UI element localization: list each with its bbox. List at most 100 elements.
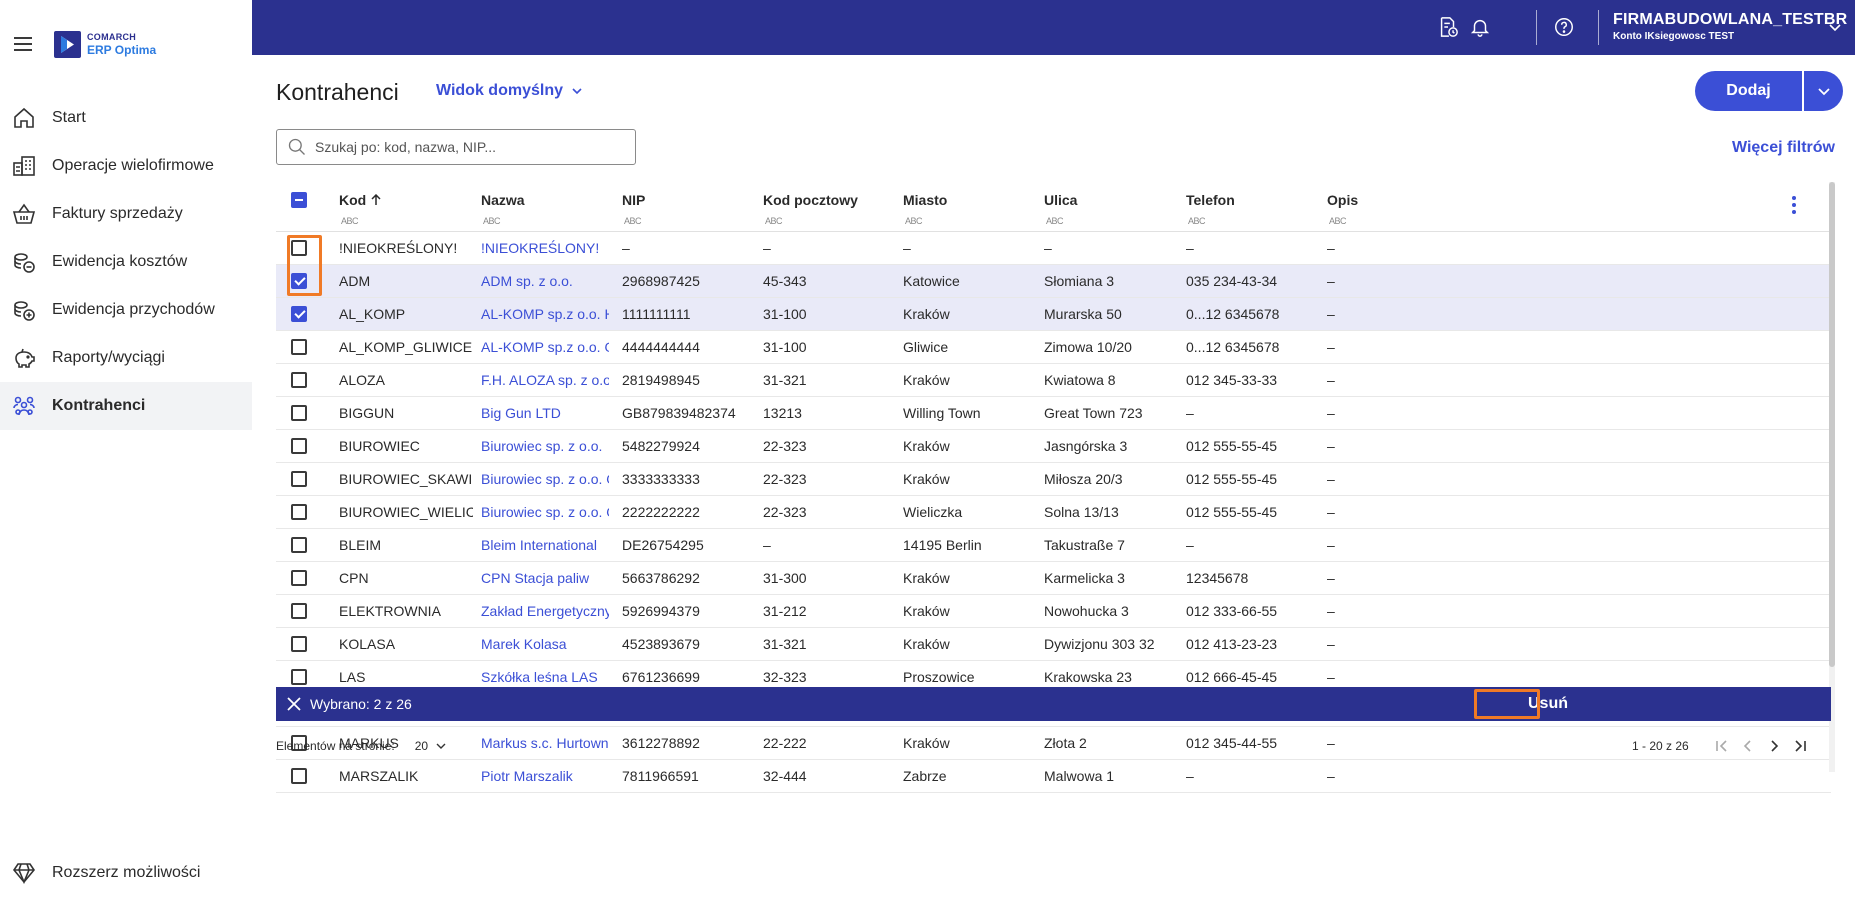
table-row[interactable]: BIUROWIEC_WIELICZKA Biurowiec sp. z o.o. … (276, 496, 1831, 529)
row-checkbox[interactable] (291, 735, 307, 751)
cell-nazwa[interactable]: ADM sp. z o.o. (481, 273, 573, 289)
column-filter-hint[interactable]: ABC (765, 216, 783, 226)
row-checkbox[interactable] (291, 636, 307, 652)
menu-icon[interactable] (14, 37, 32, 51)
column-filter-hint[interactable]: ABC (1188, 216, 1206, 226)
table-row[interactable]: AL_KOMP AL-KOMP sp.z o.o. Hurtownia 111111… (276, 298, 1831, 331)
app-logo[interactable]: COMARCH ERP Optima (54, 30, 156, 58)
row-checkbox[interactable] (291, 339, 307, 355)
table-row[interactable]: BIUROWIEC_SKAWINA Biurowiec sp. z o.o. Od… (276, 463, 1831, 496)
cell-nazwa[interactable]: Big Gun LTD (481, 405, 561, 421)
column-header-opis[interactable]: Opis (1327, 192, 1359, 208)
table-row[interactable]: BIUROWIEC Biurowiec sp. z o.o. 5482279924 2… (276, 430, 1831, 463)
more-filters-link[interactable]: Więcej filtrów (1732, 139, 1835, 156)
row-checkbox[interactable] (291, 768, 307, 784)
column-header-telefon[interactable]: Telefon (1186, 192, 1235, 208)
table-row[interactable]: MARSZALIK Piotr Marszalik 7811966591 32-444… (276, 760, 1831, 793)
cell-nazwa[interactable]: !NIEOKREŚLONY! (481, 240, 600, 256)
sidebar-item-kontrahenci[interactable]: Kontrahenci (0, 382, 252, 430)
help-icon[interactable] (1550, 13, 1578, 41)
sidebar-item-start[interactable]: Start (0, 94, 252, 142)
table-row[interactable]: KOLASA Marek Kolasa 4523893679 31-321 Kraków… (276, 628, 1831, 661)
column-header-ulica[interactable]: Ulica (1044, 192, 1078, 208)
column-filter-hint[interactable]: ABC (1046, 216, 1064, 226)
column-filter-hint[interactable]: ABC (1329, 216, 1347, 226)
cell-nazwa[interactable]: Piotr Marszalik (481, 768, 573, 784)
row-checkbox[interactable] (291, 405, 307, 421)
cell-nazwa[interactable]: Markus s.c. Hurtownia napojów (481, 735, 609, 751)
column-header-miasto[interactable]: Miasto (903, 192, 948, 208)
table-row[interactable]: BIGGUN Big Gun LTD GB879839482374 13213 Will… (276, 397, 1831, 430)
chevron-down-icon[interactable] (1828, 20, 1842, 34)
company-switcher[interactable]: FIRMABUDOWLANA_TESTBR Konto IKsiegowosc … (1613, 11, 1847, 42)
last-page-icon[interactable] (1787, 736, 1813, 756)
scrollbar-thumb[interactable] (1829, 182, 1835, 667)
select-all-checkbox[interactable] (291, 192, 307, 208)
row-checkbox[interactable] (291, 570, 307, 586)
sidebar-item-przychody[interactable]: Ewidencja przychodów (0, 286, 252, 334)
row-checkbox[interactable] (291, 438, 307, 454)
sidebar-item-rozszerz[interactable]: Rozszerz możliwości (0, 849, 252, 897)
table-row[interactable]: MARKUS Markus s.c. Hurtownia napojów 36122… (276, 727, 1831, 760)
cell-nazwa[interactable]: Zakład Energetyczny o. Kraków (481, 603, 609, 619)
chevron-down-icon (436, 743, 446, 749)
column-filter-hint[interactable]: ABC (624, 216, 642, 226)
cell-nazwa[interactable]: Biurowiec sp. z o.o. (481, 438, 603, 454)
cell-nazwa[interactable]: Biurowiec sp. z o.o. Oddział (481, 471, 609, 487)
column-filter-hint[interactable]: ABC (905, 216, 923, 226)
bell-icon[interactable] (1466, 13, 1494, 41)
table-row[interactable]: CPN CPN Stacja paliw 5663786292 31-300 Krakó… (276, 562, 1831, 595)
search-input[interactable] (315, 139, 615, 155)
cell-telefon: 0...12 6345678 (1186, 339, 1280, 355)
table-row[interactable]: ADM ADM sp. z o.o. 2968987425 45-343 Katowic… (276, 265, 1831, 298)
cell-nazwa[interactable]: CPN Stacja paliw (481, 570, 590, 586)
row-checkbox[interactable] (291, 504, 307, 520)
row-checkbox[interactable] (291, 273, 307, 289)
basket-icon (12, 203, 36, 224)
cell-nazwa[interactable]: AL-KOMP sp.z o.o. Hurtownia (481, 306, 609, 322)
close-icon[interactable] (287, 697, 301, 711)
cell-nazwa[interactable]: Biurowiec sp. z o.o. Oddział (481, 504, 609, 520)
row-checkbox[interactable] (291, 669, 307, 685)
next-page-icon[interactable] (1761, 736, 1787, 756)
add-button[interactable]: Dodaj (1695, 71, 1802, 111)
cell-nip: 4444444444 (622, 339, 700, 355)
sidebar-item-koszty[interactable]: Ewidencja kosztów (0, 238, 252, 286)
document-clock-icon[interactable] (1434, 13, 1462, 41)
page-size-select[interactable]: 20 (415, 739, 446, 753)
row-checkbox[interactable] (291, 240, 307, 256)
row-checkbox[interactable] (291, 306, 307, 322)
more-options-icon[interactable] (1791, 195, 1797, 215)
cell-nazwa[interactable]: Marek Kolasa (481, 636, 567, 652)
cell-nazwa[interactable]: F.H. ALOZA sp. z o.o. (481, 372, 609, 388)
page-size-value: 20 (414, 739, 429, 753)
sidebar-item-raporty[interactable]: Raporty/wyciągi (0, 334, 252, 382)
column-filter-hint[interactable]: ABC (483, 216, 501, 226)
delete-button[interactable]: Usuń (1528, 695, 1568, 712)
row-checkbox[interactable] (291, 537, 307, 553)
table-row[interactable]: !NIEOKREŚLONY! !NIEOKREŚLONY! – – – – – – (276, 232, 1831, 265)
table-row[interactable]: ELEKTROWNIA Zakład Energetyczny o. Kraków… (276, 595, 1831, 628)
prev-page-icon[interactable] (1735, 736, 1761, 756)
row-checkbox[interactable] (291, 372, 307, 388)
add-options-button[interactable] (1803, 71, 1843, 111)
view-selector[interactable]: Widok domyślny (436, 82, 583, 100)
cell-nazwa[interactable]: AL-KOMP sp.z o.o. Oddział (481, 339, 609, 355)
row-checkbox[interactable] (291, 471, 307, 487)
column-header-kod-pocztowy[interactable]: Kod pocztowy (763, 192, 858, 208)
table-row[interactable]: BLEIM Bleim International DE26754295 – 14195… (276, 529, 1831, 562)
row-checkbox[interactable] (291, 603, 307, 619)
column-header-nip[interactable]: NIP (622, 192, 646, 208)
table-scrollbar[interactable] (1829, 182, 1835, 772)
sidebar-topbar: COMARCH ERP Optima (0, 0, 252, 88)
table-row[interactable]: ALOZA F.H. ALOZA sp. z o.o. 2819498945 31-3… (276, 364, 1831, 397)
column-header-kod[interactable]: Kod (339, 192, 382, 208)
sidebar-item-operacje[interactable]: Operacje wielofirmowe (0, 142, 252, 190)
column-filter-hint[interactable]: ABC (341, 216, 359, 226)
cell-nazwa[interactable]: Bleim International (481, 537, 597, 553)
first-page-icon[interactable] (1709, 736, 1735, 756)
column-header-nazwa[interactable]: Nazwa (481, 192, 525, 208)
cell-nazwa[interactable]: Szkółka leśna LAS (481, 669, 598, 685)
sidebar-item-faktury[interactable]: Faktury sprzedaży (0, 190, 252, 238)
table-row[interactable]: AL_KOMP_GLIWICE AL-KOMP sp.z o.o. Oddział… (276, 331, 1831, 364)
